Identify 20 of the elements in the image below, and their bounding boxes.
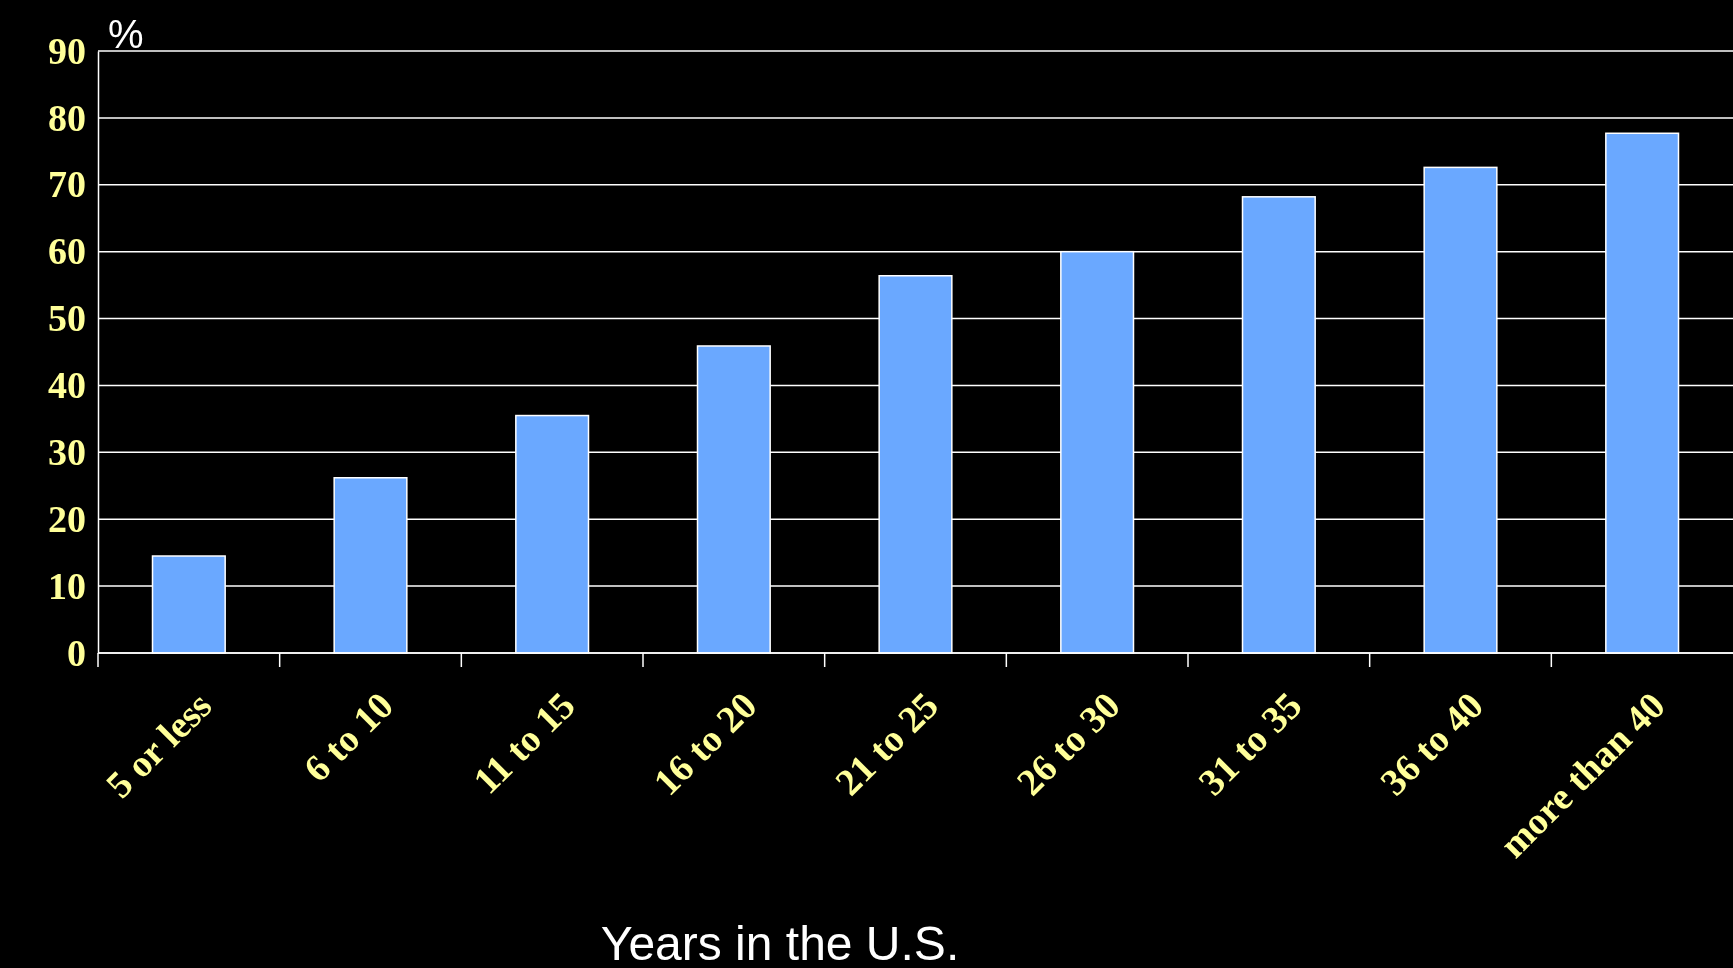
y-tick-label: 90: [48, 29, 86, 72]
y-tick-label: 70: [48, 163, 86, 206]
y-tick-label: 0: [67, 631, 86, 674]
x-tick-label: 36 to 40: [1371, 683, 1492, 804]
y-tick-label: 80: [48, 96, 86, 139]
y-tick-label: 60: [48, 230, 86, 273]
x-tick-label: 6 to 10: [295, 683, 402, 790]
y-tick-label: 10: [48, 564, 86, 607]
x-tick-label: 31 to 35: [1190, 683, 1310, 804]
y-tick-label: 40: [48, 364, 86, 407]
x-tick-label: 5 or less: [97, 683, 220, 806]
x-tick-label: 16 to 20: [645, 683, 765, 804]
y-tick-label: 20: [48, 497, 86, 540]
x-tick-label: 21 to 25: [826, 683, 947, 804]
x-tick-label: 26 to 30: [1008, 683, 1128, 804]
y-axis-title: %: [108, 12, 144, 56]
x-tick-label: 11 to 15: [465, 683, 583, 802]
x-axis-title: Years in the U.S.: [600, 917, 960, 968]
y-tick-label: 50: [48, 297, 86, 340]
y-tick-label: 30: [48, 430, 86, 473]
